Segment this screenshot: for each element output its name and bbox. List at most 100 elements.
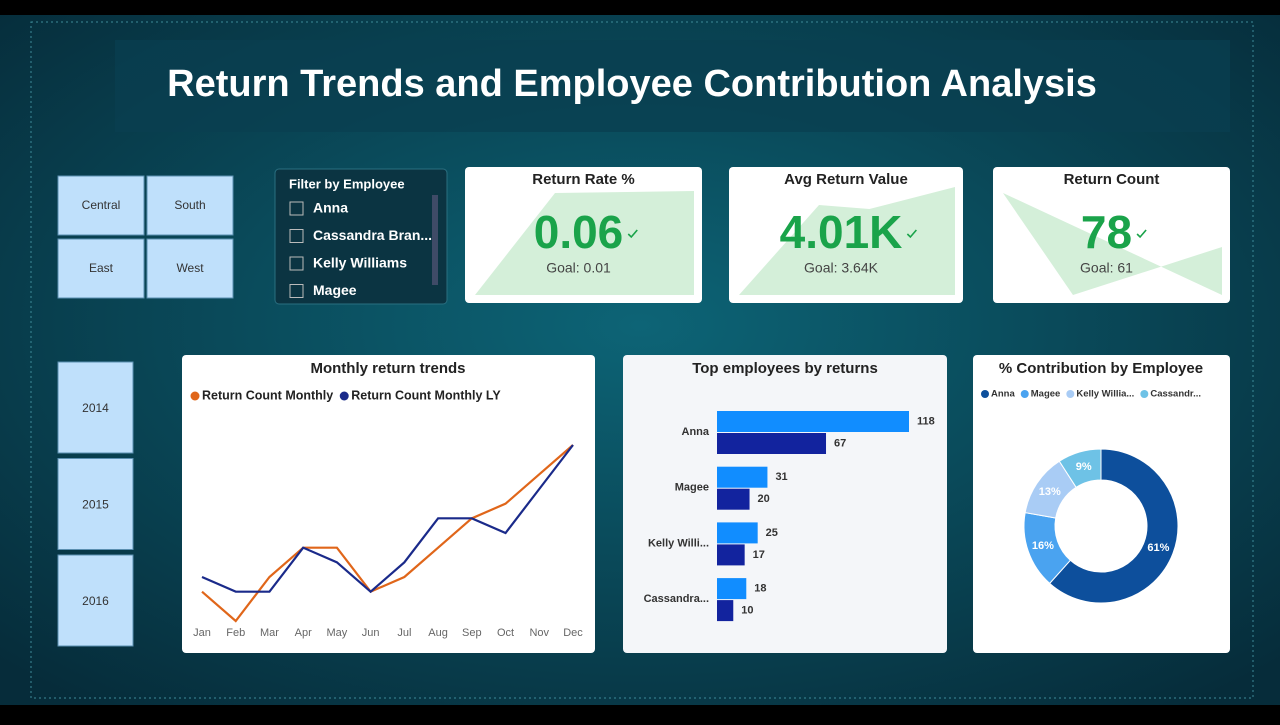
kpi-value: 4.01K [780,206,903,258]
legend-label: Kelly Willia... [1076,389,1134,400]
legend-label: Return Count Monthly [202,388,333,402]
employee-slicer [274,168,448,305]
legend-label: Return Count Monthly LY [351,388,501,402]
bar [717,522,758,544]
year-tile[interactable] [57,554,134,647]
page-title: Return Trends and Employee Contribution … [167,63,1097,105]
bar [717,411,909,432]
slice-label: 13% [1039,486,1061,498]
x-tick-label: Dec [563,627,583,639]
legend-label: Cassandr... [1150,389,1201,400]
data-label: 10 [741,605,753,617]
x-tick-label: Jul [397,627,411,639]
legend-marker [981,390,989,398]
donut-card [973,355,1230,653]
region-label[interactable]: Central [82,198,121,212]
data-label: 18 [754,583,766,595]
kpi-check [906,229,917,239]
kpi-value: 0.06 [534,206,624,258]
x-tick-label: Aug [428,627,448,639]
x-tick-label: Oct [497,627,514,639]
kpi-title: Avg Return Value [784,171,908,188]
legend-label: Anna [991,389,1015,400]
bar-card [623,355,947,653]
kpi-trend [739,187,955,295]
kpi-trend [475,191,694,295]
data-label: 67 [834,437,846,449]
bar [717,466,768,488]
employee-option[interactable]: Cassandra Bran... [313,227,432,243]
region-tile[interactable] [57,175,145,236]
region-label[interactable]: East [89,261,114,275]
checkbox[interactable] [289,284,304,298]
line-series [201,444,574,623]
x-tick-label: Jun [362,627,380,639]
chart-title: % Contribution by Employee [999,360,1203,377]
x-tick-label: Sep [462,627,482,639]
bar [717,544,745,566]
kpi-goal: Goal: 0.01 [546,260,611,276]
year-label[interactable]: 2015 [82,498,109,512]
x-tick-label: May [327,627,348,639]
data-label: 17 [753,549,765,561]
legend-marker [190,391,200,401]
donut-slice [1048,448,1179,604]
kpi-goal: Goal: 3.64K [804,260,879,276]
employee-option[interactable]: Magee [313,282,357,298]
region-tile[interactable] [57,238,145,299]
data-label: 25 [766,527,778,539]
kpi-check [1136,229,1147,239]
kpi-title: Return Count [1064,171,1160,188]
kpi-goal: Goal: 61 [1080,260,1133,276]
data-label: 31 [775,471,787,483]
title-banner [115,40,1230,132]
scrollbar[interactable] [432,195,438,285]
year-label[interactable]: 2014 [82,401,109,415]
data-label: 118 [917,415,935,427]
category-label: Anna [682,426,710,438]
x-tick-label: Mar [260,627,279,639]
checkbox[interactable] [289,201,304,216]
kpi-value: 78 [1081,206,1132,258]
slice-label: 61% [1147,542,1169,554]
kpi-trend [1003,193,1222,295]
kpi-title: Return Rate % [532,171,635,188]
year-label[interactable]: 2016 [82,594,109,608]
slicer-title: Filter by Employee [289,176,405,191]
x-tick-label: Apr [295,627,312,639]
x-tick-label: Feb [226,627,245,639]
line-series [201,444,574,594]
checkbox[interactable] [289,256,304,271]
bar [717,433,827,454]
legend-marker [1140,390,1149,398]
legend-marker [1066,390,1075,398]
employee-option[interactable]: Kelly Williams [313,255,407,271]
bar [717,578,747,600]
frame [30,21,1254,699]
region-tile[interactable] [146,238,234,299]
bar [717,600,734,622]
donut-slice [1058,448,1102,488]
region-label[interactable]: West [176,261,204,275]
legend-marker [339,391,349,401]
category-label: Kelly Willi... [648,537,709,549]
region-label[interactable]: South [174,198,205,212]
year-tile[interactable] [57,458,134,550]
chart-title: Monthly return trends [310,360,465,377]
region-tile[interactable] [146,175,234,236]
slice-label: 16% [1032,540,1054,552]
employee-option[interactable]: Anna [313,200,348,216]
bar [717,488,750,510]
legend-label: Magee [1031,389,1061,400]
chart-title: Top employees by returns [692,360,878,377]
checkbox[interactable] [289,229,304,243]
year-tile[interactable] [57,361,134,454]
x-tick-label: Jan [193,627,211,639]
slice-label: 9% [1076,461,1092,473]
data-label: 20 [758,493,770,505]
x-tick-label: Nov [529,627,549,639]
category-label: Magee [675,482,709,494]
category-label: Cassandra... [644,593,709,605]
